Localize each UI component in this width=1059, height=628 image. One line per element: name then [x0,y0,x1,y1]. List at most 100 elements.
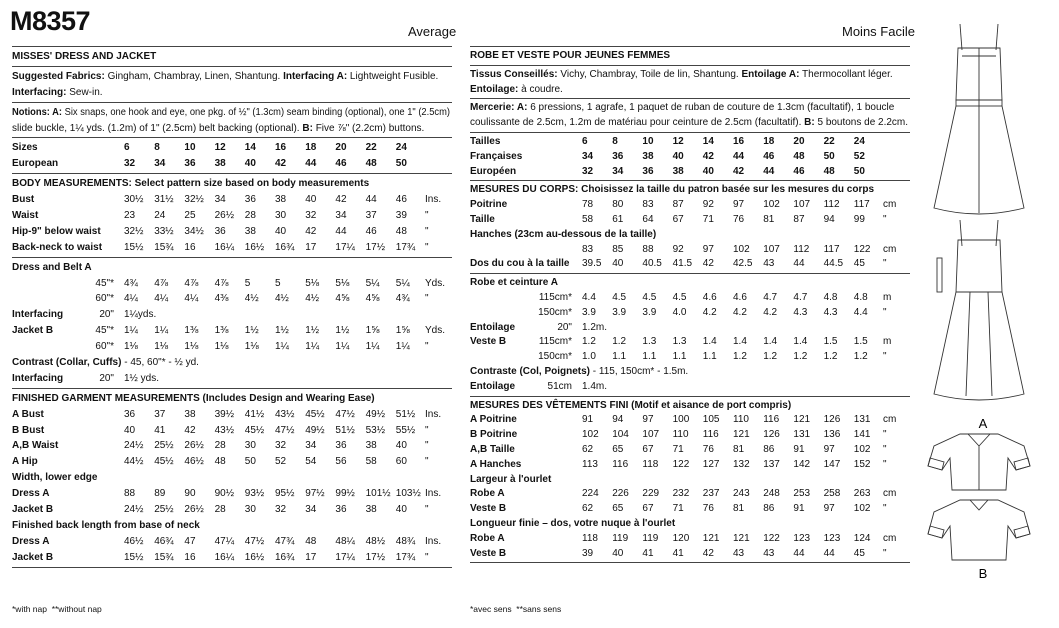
cell-value: 36 [184,158,196,170]
line: Veste B 115cm* 1.2 1.2 1.3 1.3 1.4 1.4 1.4 1.4 1.5… [470,335,910,350]
cell-value: 15¾ [154,241,174,253]
cell-value: 16½ [244,241,265,253]
cell-value: 60 [395,456,407,468]
cell-value: 24 [395,142,407,154]
cell-value: 42 [184,424,196,436]
text-run: Lightweight Fusible. [347,70,439,82]
heading: Dress and Belt A [12,261,92,273]
text-run: B: [804,117,815,129]
cell-value: 121 [702,532,720,544]
row-label: Européen [470,165,517,177]
cell-value: 46 [793,165,805,177]
cell-value: 45½ [244,424,265,436]
line: A Poitrine 91 94 97 100 105 110 116 121 126 131 cm [470,413,910,428]
heading: MESURES DU CORPS: Choisissez la taille d… [470,184,875,196]
cell-value: 71 [702,213,714,225]
line: B Bust 40 41 42 43½ 45½ 47½ 49½ 51½ 53½ 55½ " [12,423,452,439]
cell-value: 41 [642,547,654,559]
english-column: MISSES' DRESS AND JACKET Suggested Fabric… [12,46,452,568]
cell-value: 78 [582,199,594,211]
heading: Largeur à l'ourlet [470,473,552,485]
line: Françaises 34 36 38 40 42 44 46 48 50 52 [470,150,910,165]
cell-value: 46½ [124,535,144,547]
unit: cm [883,414,897,426]
cell-value: 102 [853,443,871,455]
cell-value: 263 [853,488,871,500]
section: FINISHED GARMENT MEASUREMENTS (Includes … [12,389,452,568]
cell-value: 32 [124,158,136,170]
cell-value: 44 [793,258,805,270]
line: Back-neck to waist 15½ 15¾ 16 16¼ 16½ 16¾ 17 17¼… [12,240,452,256]
cell-value: 40.5 [642,258,662,270]
cell-value: 120 [672,532,690,544]
cell-value: 258 [823,488,841,500]
cell-value: 4¼ [184,293,199,305]
line: 115cm* 4.4 4.5 4.5 4.5 4.6 4.6 4.7 4.7 4.8 4.8 m [470,291,910,306]
row-label: Waist [12,210,39,222]
cell-value: 30½ [124,194,144,206]
cell-value: 137 [763,458,780,470]
cell-value: 38 [244,225,256,237]
cell-value: 1.4 [733,336,747,348]
cell-value: 76 [733,213,745,225]
cell-value: 15½ [124,551,144,563]
cell-value: 54 [305,456,317,468]
text-run: Interfacing A: [283,70,348,82]
pattern-number: M8357 [10,6,91,36]
unit: " [883,213,887,225]
cell-value: 4.2 [702,306,717,318]
cell-value: 16½ [244,551,265,563]
cell-value: 5 [244,277,251,289]
row-label: A Bust [12,408,44,420]
row-label: Bust [12,194,35,206]
section: BODY MEASUREMENTS: Select pattern size b… [12,174,452,258]
cell-value: 1.2 [763,351,778,363]
cell-value: 99 [853,213,865,225]
cell-value: 136 [823,429,841,441]
row-sublabel: 20" [99,372,114,384]
cell-value: 94 [612,414,624,426]
cell-value: 1¼ [275,341,289,353]
text-run: coulissante de 2.5cm, 1.2m de matériau p… [470,117,805,129]
cell-value: 61 [612,213,624,225]
line: European 32 34 36 38 40 42 44 46 48 50 [12,156,452,172]
unit: Ins. [425,194,442,206]
heading: FINISHED GARMENT MEASUREMENTS (Includes … [12,392,375,404]
unit: Ins. [425,488,442,500]
cell-value: 14 [702,135,714,147]
cell-value: 45½ [305,408,325,420]
row-sublabel: 20" [99,309,114,321]
cell-value: 50 [244,456,256,468]
line: Dress and Belt A [12,260,452,276]
line: 60"* 1⅛ 1⅛ 1⅛ 1⅛ 1⅛ 1¼ 1¼ 1¼ 1¼ 1¼ " [12,339,452,355]
cell-value: 20 [793,135,805,147]
cell-value: 40 [672,150,684,162]
cell-value: 88 [642,243,654,255]
cell-value: 32 [275,504,287,516]
cell-value: 48 [305,535,317,547]
cell-value: 80 [612,199,624,211]
cell-value: 110 [733,414,749,426]
row-label: Entoilage [470,321,516,333]
row-sublabel: 60"* [95,293,114,305]
cell-value: 132 [733,458,750,470]
cell-value: 44.5 [823,258,844,270]
cell-value: 116 [702,429,719,441]
cell-value: 15½ [124,241,144,253]
cell-value: 50 [395,158,407,170]
text-line: Notions: A: Six snaps, one hook and eye,… [12,105,450,121]
cell-value: 126 [763,429,780,441]
text-run: Contrast (Collar, Cuffs) [12,357,122,369]
cell-value: 1½ [335,325,350,337]
row-label: Jacket B [12,325,54,337]
cell-value: 17¾ [395,241,416,253]
row-label: A Hanches [470,458,522,470]
cell-value: 243 [733,488,750,500]
line: Waist 23 24 25 26½ 28 30 32 34 37 39 " [12,208,452,224]
cell-value: 1.1 [672,351,687,363]
cell-value: 99½ [335,488,355,500]
cell-value: 43½ [275,408,295,420]
cell-value: 248 [763,488,780,500]
text-run: Entoilage: [470,83,519,95]
section: MISSES' DRESS AND JACKET [12,47,452,67]
